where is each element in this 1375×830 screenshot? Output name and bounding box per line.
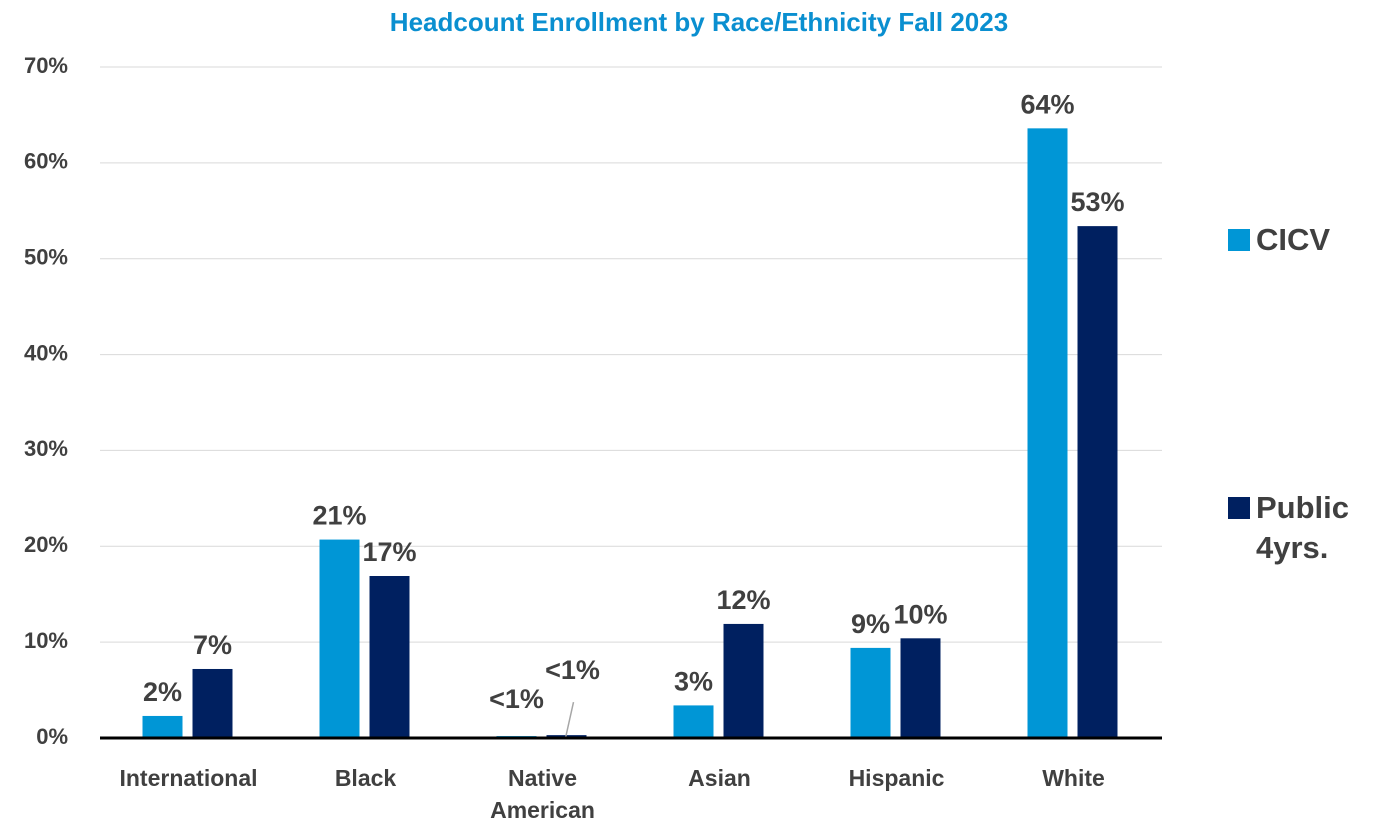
bar [142, 715, 183, 738]
data-label: <1% [489, 684, 544, 714]
data-label: 3% [674, 667, 713, 697]
data-label: 17% [362, 537, 416, 567]
x-tick-label: Hispanic [848, 765, 945, 791]
x-tick-label: White [1042, 765, 1105, 791]
bar [192, 668, 233, 738]
y-tick-label: 0% [36, 724, 68, 749]
bar [850, 647, 891, 738]
bar [723, 623, 764, 738]
x-tick-label: Native American [490, 765, 595, 823]
data-label: 53% [1070, 187, 1124, 217]
data-label: 2% [143, 677, 182, 707]
y-tick-label: 60% [24, 149, 68, 174]
legend-swatch [1228, 229, 1250, 251]
bar [1077, 226, 1118, 738]
y-tick-label: 30% [24, 436, 68, 461]
y-tick-label: 10% [24, 628, 68, 653]
legend-label: CICV [1256, 222, 1331, 257]
legend-swatch [1228, 497, 1250, 519]
data-label: <1% [545, 655, 600, 685]
y-tick-label: 40% [24, 340, 68, 365]
data-label: 10% [893, 599, 947, 629]
bar [900, 638, 941, 738]
x-tick-label: Asian [688, 765, 751, 791]
bar [369, 576, 410, 738]
legend-item: Public 4yrs. [1228, 488, 1368, 568]
x-tick-label: Black [334, 765, 397, 791]
data-label: 7% [193, 630, 232, 660]
chart-title: Headcount Enrollment by Race/Ethnicity F… [390, 7, 1008, 37]
x-tick-label: International [119, 765, 258, 791]
y-tick-label: 70% [24, 53, 68, 78]
legend-item: CICV [1228, 220, 1368, 260]
bar [319, 539, 360, 738]
data-label: 64% [1020, 89, 1074, 119]
y-tick-label: 50% [24, 245, 68, 270]
bar [1027, 128, 1068, 738]
legend-label: Public 4yrs. [1256, 490, 1350, 565]
data-label: 9% [851, 609, 890, 639]
y-tick-label: 20% [24, 532, 68, 557]
data-label: 21% [312, 501, 366, 531]
leader-line [564, 701, 575, 739]
bar [673, 705, 714, 738]
data-label: 12% [716, 585, 770, 615]
